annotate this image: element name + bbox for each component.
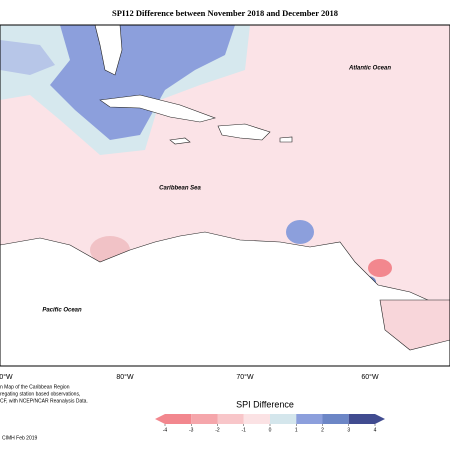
place-label: Pacific Ocean <box>42 308 82 314</box>
puerto-rico <box>279 136 293 143</box>
footnote-line: CF, with NCEP/NCAR Reanalysis Data. <box>0 398 88 404</box>
legend-tick-label: -2 <box>215 427 220 433</box>
blue-patch <box>286 220 314 244</box>
longitude-label: 60°W <box>361 373 379 381</box>
blue-zone <box>50 25 235 140</box>
cuba <box>99 94 216 123</box>
legend-swatch <box>243 414 270 424</box>
legend-swatch <box>217 414 244 424</box>
map-title: SPI12 Difference between November 2018 a… <box>112 8 338 18</box>
legend-swatch <box>165 414 192 424</box>
legend-tick-label: 2 <box>321 427 324 433</box>
map: Atlantic Ocean Caribbean Sea Pacific Oce… <box>0 24 450 367</box>
guianas <box>379 299 450 351</box>
longitude-label: 70°W <box>236 373 254 381</box>
legend-arrow-low <box>155 414 165 424</box>
longitude-label: 0°W <box>0 373 13 381</box>
jamaica <box>169 137 191 145</box>
mainland <box>0 231 450 367</box>
place-label: Caribbean Sea <box>159 186 201 192</box>
footnote-line: regating station based observations, <box>0 391 80 397</box>
blue-zone-left <box>0 40 55 75</box>
legend-tick-label: -1 <box>242 427 247 433</box>
legend-tick-label: 3 <box>347 427 350 433</box>
red-patch <box>368 259 392 277</box>
legend-swatch <box>191 414 218 424</box>
legend-tick-label: -3 <box>189 427 194 433</box>
footnote-line: n Map of the Caribbean Region <box>0 384 70 390</box>
legend-tick-label: 4 <box>374 427 377 433</box>
legend-tick-label: -4 <box>163 427 168 433</box>
place-label: Atlantic Ocean <box>348 66 391 72</box>
legend-tick-label: 1 <box>295 427 298 433</box>
legend-tick-label: 0 <box>269 427 272 433</box>
hispaniola <box>217 123 271 141</box>
legend-swatch <box>348 414 375 424</box>
legend-title: SPI Difference <box>236 399 294 409</box>
longitude-label: 80°W <box>116 373 134 381</box>
legend-arrow-high <box>375 414 385 424</box>
legend-swatch <box>296 414 323 424</box>
legend-swatch <box>322 414 349 424</box>
legend: -4 -3 -2 -1 0 1 2 3 4 <box>155 414 385 433</box>
credit: CIMH Feb 2019 <box>2 435 38 441</box>
legend-swatch <box>270 414 297 424</box>
map-frame <box>0 24 450 367</box>
